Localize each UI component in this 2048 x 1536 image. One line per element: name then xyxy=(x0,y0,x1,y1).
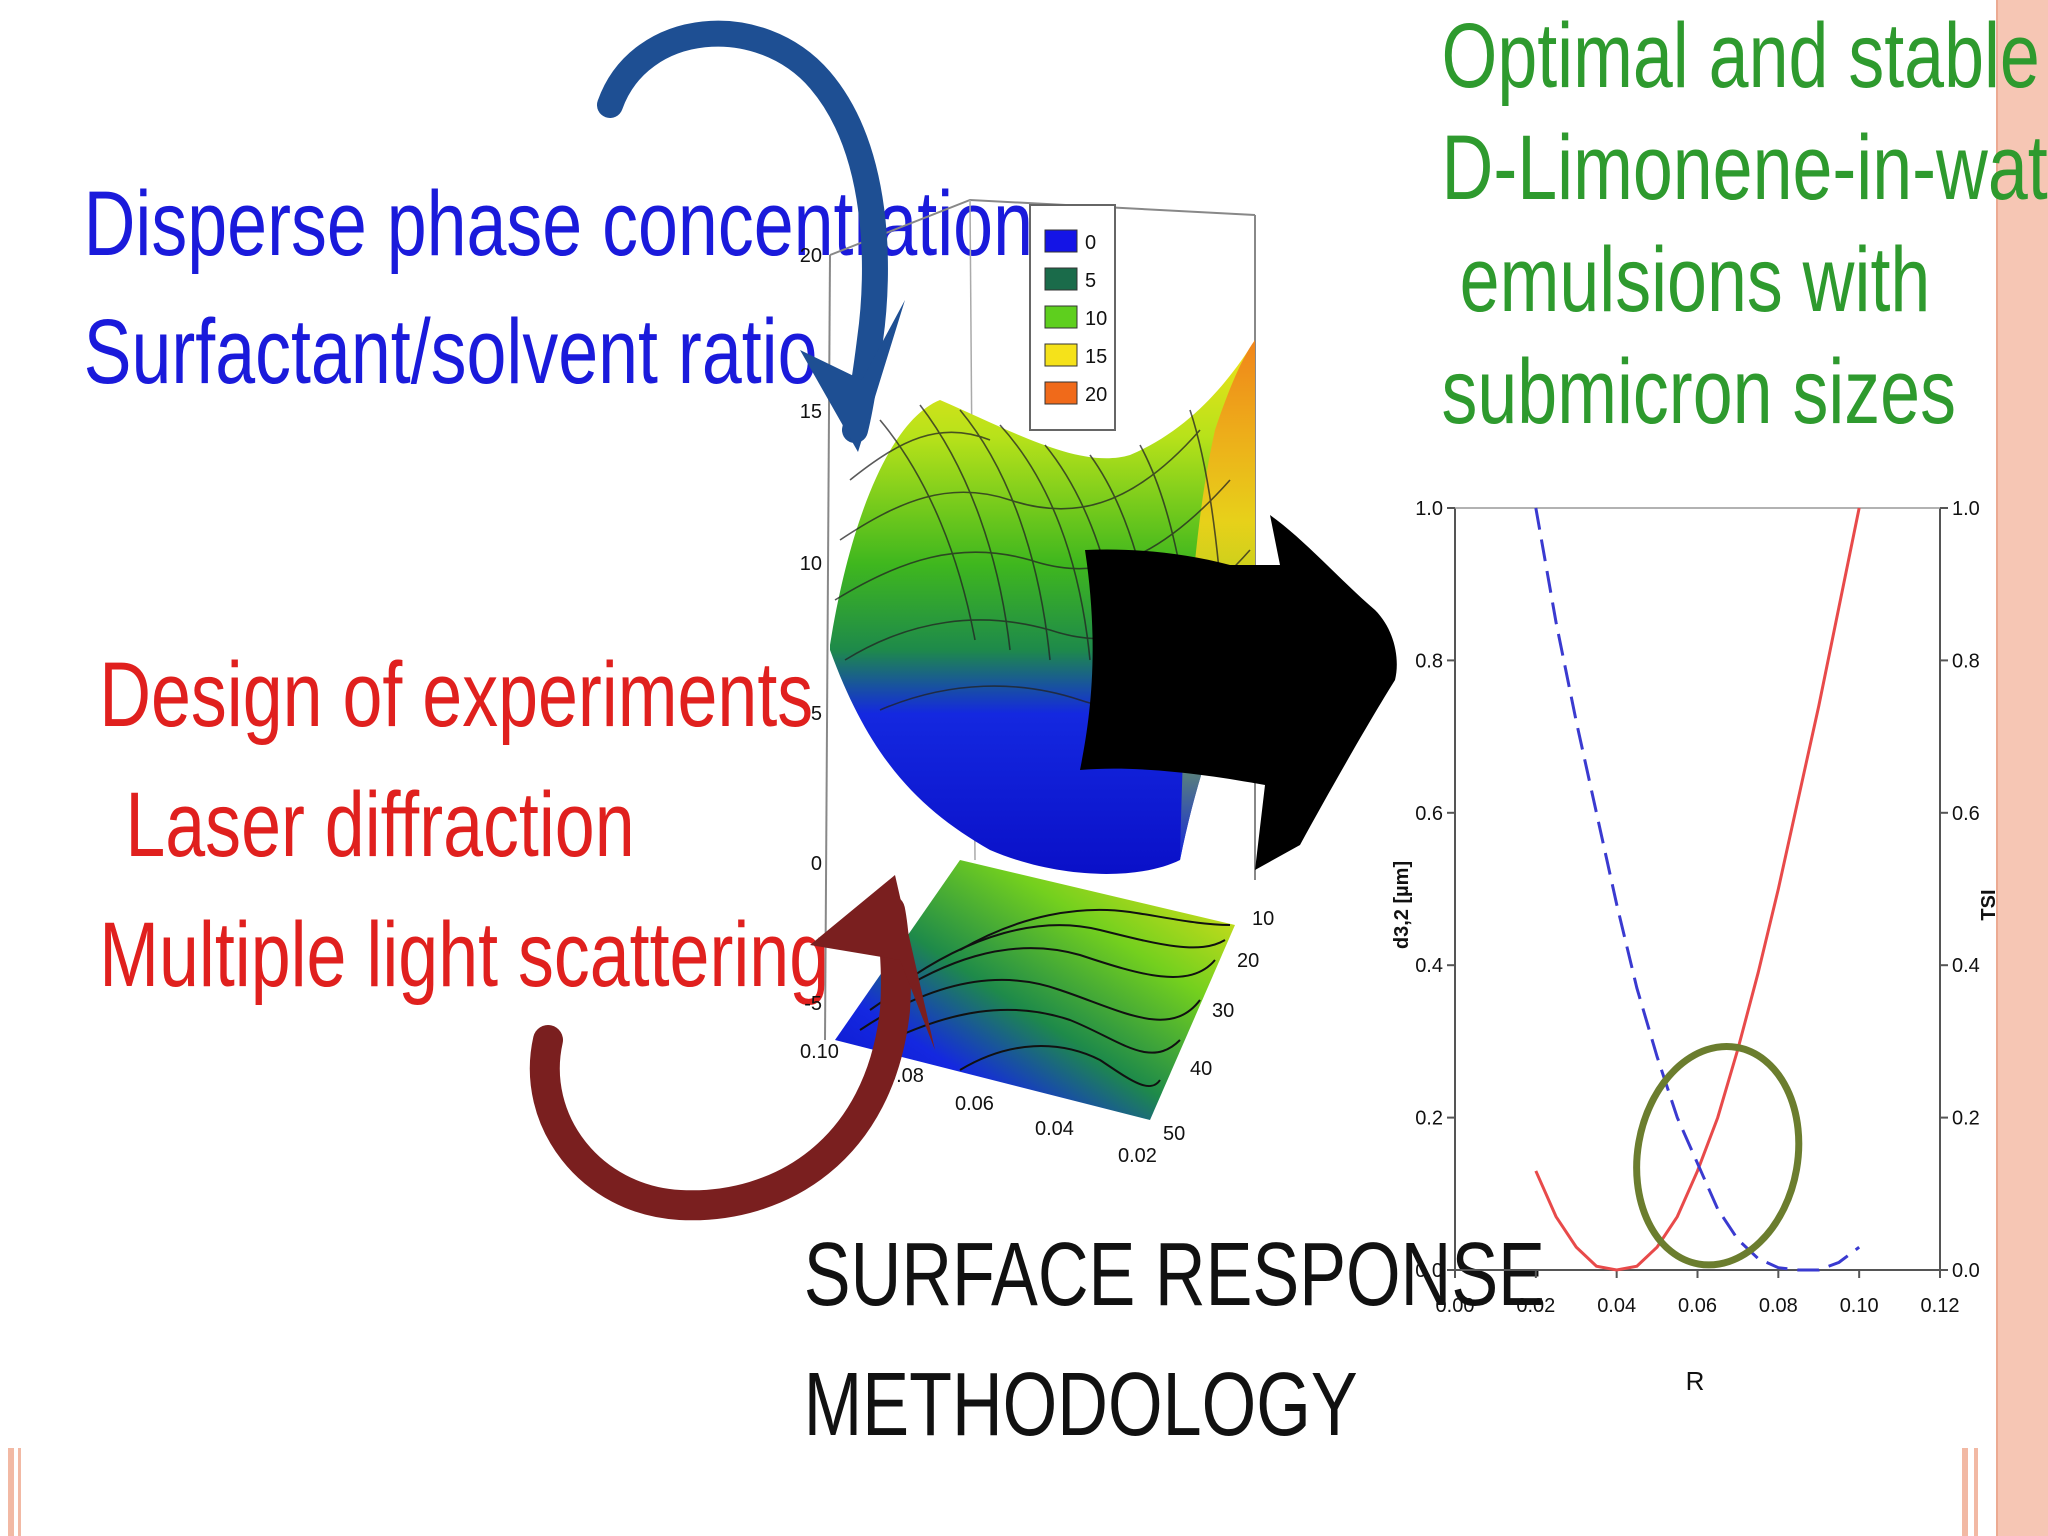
x-tick-label: 0.08 xyxy=(1759,1295,1798,1317)
z-axis-ticks: 20 15 10 5 0 -5 xyxy=(800,245,822,1015)
z-tick: 0 xyxy=(811,853,822,875)
y2-tick-label: 0.6 xyxy=(1952,803,1980,825)
y-tick: 50 xyxy=(1163,1123,1185,1145)
y2-tick-label: 0.4 xyxy=(1952,955,1980,977)
y-tick-label: 0.4 xyxy=(1415,955,1443,977)
factors-text: Disperse phase concentration Surfactant/… xyxy=(0,160,1033,416)
x-tick-label: 0.04 xyxy=(1597,1295,1636,1317)
legend-swatch xyxy=(1044,267,1078,291)
z-tick: 20 xyxy=(800,245,822,267)
y-tick-label: 0.6 xyxy=(1415,803,1443,825)
series-line-2 xyxy=(1534,507,1861,1272)
red-arrow-head xyxy=(810,875,935,1050)
z-tick: 10 xyxy=(800,553,822,575)
y-tick-label: 1.0 xyxy=(1415,498,1443,520)
y-tick: 30 xyxy=(1212,1000,1234,1022)
optimum-highlight-circle xyxy=(1633,1042,1803,1269)
z-tick: 5 xyxy=(811,703,822,725)
title-line-2: D-Limonene-in-water xyxy=(1441,117,2048,219)
title-line-4: submicron sizes xyxy=(1441,341,1956,443)
slide-corner-mark-right-2 xyxy=(1974,1448,1978,1536)
series-line-1 xyxy=(1534,507,1861,1272)
slide-accent-stripe-edge xyxy=(1996,0,1998,1536)
z-tick: 15 xyxy=(800,401,822,423)
big-black-arrow xyxy=(1080,515,1397,870)
legend-label: 10 xyxy=(1085,308,1107,330)
y2-tick-label: 0.2 xyxy=(1952,1108,1980,1130)
chart-series xyxy=(1534,507,1861,1272)
methods-text: Design of experiments Laser diffraction … xyxy=(20,630,829,1020)
contour-lines xyxy=(859,908,1231,1087)
x-tick: 0.06 xyxy=(955,1093,994,1115)
line-chart: 0.00 0.02 0.04 0.06 0.08 0.10 0.12 0.0 0.2 0.4 0.6… xyxy=(1391,498,2000,1396)
z-tick: -5 xyxy=(804,993,822,1015)
legend-label: 0 xyxy=(1085,232,1096,254)
contour-floor xyxy=(835,860,1235,1120)
blue-curved-arrow xyxy=(597,20,888,443)
slide-accent-stripe xyxy=(1998,0,2048,1536)
y-tick-label: 0.0 xyxy=(1415,1260,1443,1282)
legend-swatch xyxy=(1044,305,1078,329)
y2-axis-label: TSI xyxy=(1978,889,2000,920)
blue-arrow-head xyxy=(800,300,905,452)
surface-legend: 0 5 10 15 20 xyxy=(1029,204,1116,431)
y-axis-label: d3,2 [µm] xyxy=(1391,861,1413,949)
slide-corner-mark-right xyxy=(1962,1448,1968,1536)
y-tick-label: 0.2 xyxy=(1415,1108,1443,1130)
y-tick: 20 xyxy=(1237,950,1259,972)
title-line-3: emulsions with xyxy=(1459,229,1931,331)
slide-corner-mark-left xyxy=(8,1448,14,1536)
y2-tick-label: 0.8 xyxy=(1952,650,1980,672)
x-tick-label: 0.06 xyxy=(1678,1295,1717,1317)
legend-label: 20 xyxy=(1085,384,1107,406)
x-tick: 0.10 xyxy=(800,1041,839,1063)
x-tick-label: 0.02 xyxy=(1516,1295,1555,1317)
x-tick-label: 0.10 xyxy=(1840,1295,1879,1317)
x-tick: 0.04 xyxy=(1035,1118,1074,1140)
method-line-2: Laser diffraction xyxy=(125,774,635,876)
y-axis-ticks: 10 20 30 40 50 xyxy=(1163,908,1274,1145)
y-tick: 10 xyxy=(1252,908,1274,930)
legend-label: 15 xyxy=(1085,346,1107,368)
legend-label: 5 xyxy=(1085,270,1096,292)
x-tick-label: 0.00 xyxy=(1436,1295,1475,1317)
y-tick: 40 xyxy=(1190,1058,1212,1080)
y2-tick-label: 1.0 xyxy=(1952,498,1980,520)
legend-swatch xyxy=(1044,381,1078,405)
red-curved-arrow xyxy=(529,895,911,1221)
y2-tick-label: 0.0 xyxy=(1952,1260,1980,1282)
method-label: SURFACE RESPONSE METHODOLOGY xyxy=(740,1210,1545,1470)
y-tick-label: 0.8 xyxy=(1415,650,1443,672)
x-tick: 0.02 xyxy=(1118,1145,1157,1167)
x-tick-label: 0.12 xyxy=(1921,1295,1960,1317)
legend-swatch xyxy=(1044,229,1078,253)
slide-corner-mark-left-2 xyxy=(18,1448,21,1536)
chart-ticks: 0.00 0.02 0.04 0.06 0.08 0.10 0.12 0.0 0.2 0.4 0.6… xyxy=(1415,498,1980,1317)
legend-swatch xyxy=(1044,343,1078,367)
result-title: Optimal and stable D-Limonene-in-water e… xyxy=(1370,0,2048,448)
title-line-1: Optimal and stable xyxy=(1441,5,2040,107)
x-axis-label: R xyxy=(1686,1366,1705,1396)
